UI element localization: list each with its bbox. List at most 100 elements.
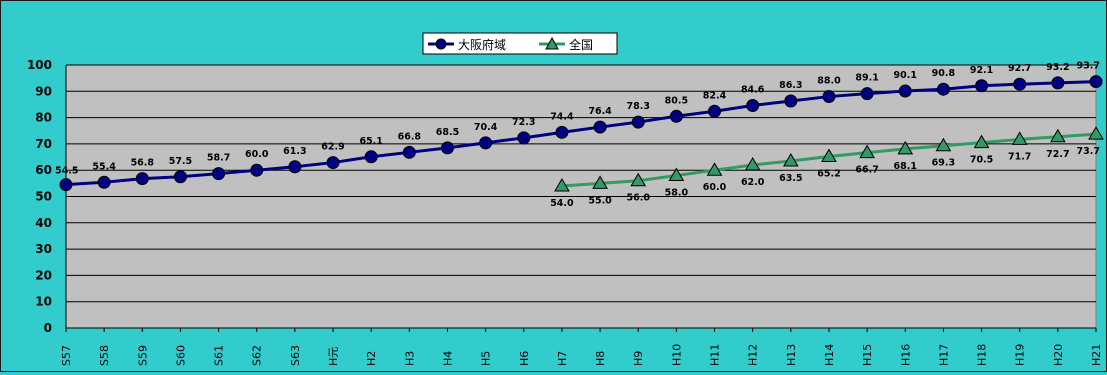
data-label-osaka: 57.5 [169, 156, 192, 167]
data-point-national [706, 162, 723, 176]
data-point-osaka [97, 175, 111, 189]
data-label-osaka: 84.6 [741, 85, 765, 96]
data-point-national [1011, 131, 1028, 145]
data-point-osaka [59, 178, 73, 192]
y-tick-label: 90 [35, 84, 52, 98]
data-point-osaka [822, 90, 836, 104]
data-point-osaka [288, 160, 302, 174]
data-label-osaka: 88.0 [817, 76, 841, 87]
data-point-osaka [631, 115, 645, 129]
x-tick-label: S61 [213, 345, 226, 366]
data-label-osaka: 56.8 [131, 158, 155, 169]
data-label-national: 62.0 [741, 177, 765, 188]
x-tick-label: H11 [709, 344, 722, 366]
x-tick-label: H6 [518, 351, 531, 366]
data-label-osaka: 93.2 [1046, 62, 1069, 73]
data-label-national: 54.0 [550, 198, 574, 209]
data-point-osaka [1089, 75, 1103, 89]
series-line-osaka [65, 80, 1097, 187]
legend: 大阪府域 全国 [422, 32, 618, 55]
data-label-osaka: 93.7 [1077, 61, 1100, 72]
x-tick-label: H16 [899, 344, 912, 366]
y-tick-label: 100 [27, 58, 52, 72]
data-label-national: 72.7 [1046, 149, 1069, 160]
data-label-osaka: 54.5 [55, 166, 78, 177]
data-label-national: 55.0 [588, 195, 612, 206]
data-label-osaka: 78.3 [626, 101, 649, 112]
data-label-national: 69.3 [932, 158, 955, 169]
y-tick-label: 40 [35, 216, 52, 230]
x-tick-label: H19 [1014, 344, 1027, 366]
data-point-osaka [212, 167, 226, 181]
data-label-osaka: 92.7 [1008, 63, 1031, 74]
legend-label-osaka: 大阪府域 [458, 37, 506, 52]
data-label-osaka: 82.4 [703, 90, 727, 101]
x-tick-label: S57 [60, 345, 73, 366]
data-label-national: 73.7 [1077, 146, 1100, 157]
x-tick-label: S58 [98, 345, 111, 366]
data-label-osaka: 62.9 [321, 142, 344, 153]
data-point-osaka [479, 136, 493, 150]
data-label-osaka: 66.8 [398, 131, 422, 142]
data-point-osaka [593, 120, 607, 134]
data-point-national [592, 175, 608, 189]
data-label-osaka: 86.3 [779, 80, 802, 91]
data-label-national: 71.7 [1008, 151, 1031, 162]
x-tick-label: H元 [327, 347, 340, 366]
data-label-osaka: 80.5 [665, 95, 688, 106]
data-point-national [782, 153, 799, 167]
data-point-osaka [173, 170, 187, 184]
data-labels: 54.5 55.4 56.8 57.5 58.7 60.0 61.3 62.9 65.1 66.8… [55, 61, 1100, 209]
x-tick-label: H21 [1090, 344, 1103, 366]
x-axis: S57 S58 S59 S60 S61 S62 S63 H元 H2 H3 H4 H5 H6 H7 H8 H9 H… [60, 327, 1103, 366]
legend-label-national: 全国 [569, 37, 593, 52]
x-tick-label: H9 [632, 351, 645, 366]
data-point-national [897, 140, 914, 155]
data-label-national: 68.1 [894, 161, 917, 172]
x-tick-label: S60 [174, 345, 187, 366]
data-point-national [1049, 128, 1066, 143]
data-point-national [935, 137, 952, 152]
data-point-osaka [1013, 77, 1027, 91]
x-tick-label: S62 [251, 345, 264, 366]
data-point-osaka [860, 87, 874, 101]
y-axis: 0 10 20 30 40 50 60 70 80 90 100 [27, 58, 67, 335]
data-label-osaka: 68.5 [436, 127, 459, 138]
data-label-osaka: 92.1 [970, 65, 993, 76]
data-point-osaka [1051, 76, 1065, 90]
y-tick-label: 50 [35, 190, 52, 204]
y-tick-label: 70 [35, 137, 52, 151]
data-point-osaka [517, 131, 531, 145]
y-tick-label: 80 [35, 111, 52, 125]
data-label-national: 70.5 [970, 155, 993, 166]
x-tick-label: H18 [976, 344, 989, 366]
y-tick-label: 10 [35, 295, 52, 309]
data-point-osaka [440, 141, 454, 155]
data-label-osaka: 89.1 [855, 73, 878, 84]
data-point-osaka [364, 150, 378, 164]
data-point-osaka [326, 156, 340, 170]
data-point-osaka [402, 145, 416, 159]
y-tick-label: 0 [44, 321, 52, 335]
data-label-national: 66.7 [855, 165, 878, 176]
data-point-national [744, 156, 761, 171]
x-tick-label: H5 [480, 351, 493, 366]
x-tick-label: H14 [823, 344, 836, 366]
x-tick-label: H20 [1052, 344, 1065, 366]
data-point-osaka [555, 125, 569, 139]
y-tick-label: 20 [35, 268, 52, 282]
data-point-osaka [975, 79, 989, 93]
data-label-national: 60.0 [703, 182, 727, 193]
x-tick-label: H7 [556, 351, 569, 366]
data-point-national [973, 134, 990, 149]
data-label-osaka: 90.8 [932, 68, 956, 79]
data-label-osaka: 76.4 [588, 106, 612, 117]
data-point-national [668, 167, 685, 181]
x-tick-label: H4 [441, 351, 454, 366]
x-tick-label: S59 [136, 345, 149, 366]
data-point-national [630, 172, 647, 187]
data-label-osaka: 74.4 [550, 111, 574, 122]
x-tick-label: H13 [785, 344, 798, 366]
data-point-osaka [746, 99, 760, 113]
data-point-osaka [898, 84, 912, 98]
